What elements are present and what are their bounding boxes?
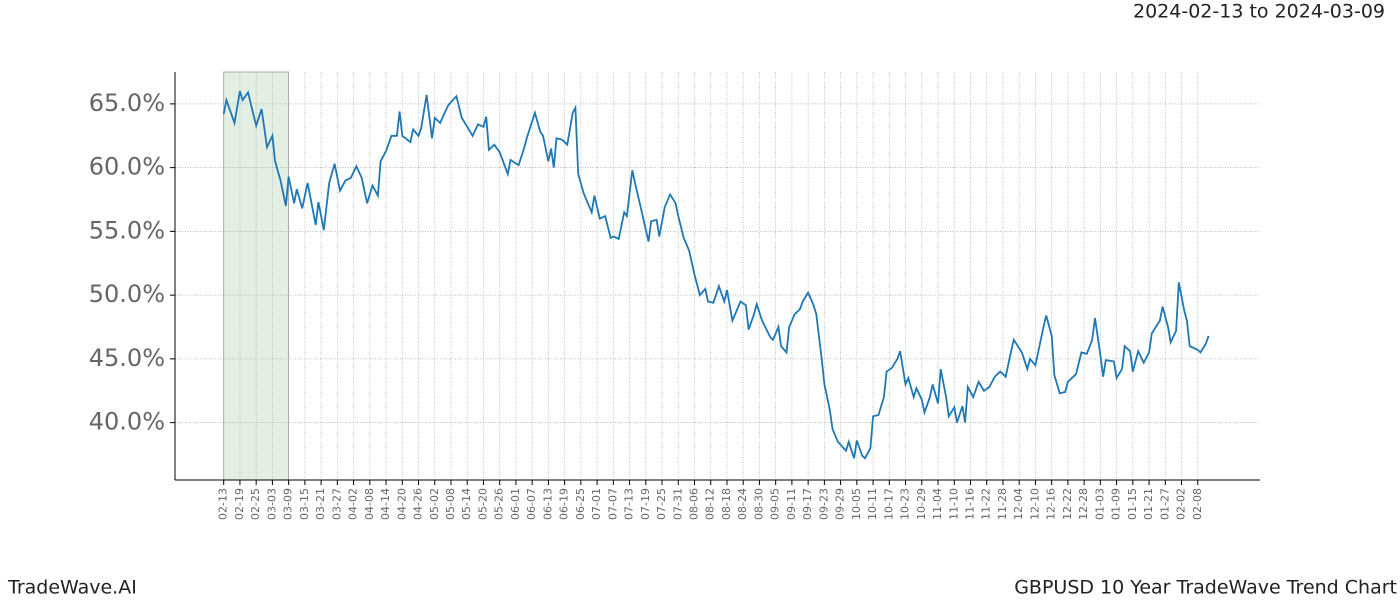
x-tick-label: 11-28 bbox=[996, 488, 1009, 520]
x-tick-label: 04-02 bbox=[347, 488, 360, 520]
x-tick-label: 03-09 bbox=[282, 488, 295, 520]
x-tick-label: 02-08 bbox=[1191, 488, 1204, 520]
x-tick-label: 07-25 bbox=[655, 488, 668, 520]
x-tick-label: 05-08 bbox=[444, 488, 457, 520]
x-tick-label: 09-23 bbox=[817, 488, 830, 520]
x-tick-label: 08-24 bbox=[736, 488, 749, 520]
x-tick-label: 10-05 bbox=[850, 488, 863, 520]
x-tick-label: 05-20 bbox=[476, 488, 489, 520]
x-tick-label: 05-26 bbox=[493, 488, 506, 520]
x-tick-label: 04-26 bbox=[412, 488, 425, 520]
x-tick-label: 02-02 bbox=[1175, 488, 1188, 520]
x-tick-label: 11-10 bbox=[947, 488, 960, 520]
x-tick-label: 09-11 bbox=[785, 488, 798, 520]
x-tick-label: 11-04 bbox=[931, 488, 944, 520]
x-tick-label: 06-01 bbox=[509, 488, 522, 520]
x-tick-label: 07-31 bbox=[671, 488, 684, 520]
brand: TradeWave.AI bbox=[7, 577, 137, 599]
y-tick-label: 55.0% bbox=[89, 216, 165, 244]
x-tick-label: 02-13 bbox=[217, 488, 230, 520]
x-tick-label: 06-13 bbox=[541, 488, 554, 520]
x-tick-label: 10-23 bbox=[899, 488, 912, 520]
y-tick-label: 45.0% bbox=[89, 344, 165, 372]
x-tick-label: 07-13 bbox=[623, 488, 636, 520]
x-tick-label: 06-07 bbox=[525, 488, 538, 520]
x-tick-label: 11-22 bbox=[980, 488, 993, 520]
x-tick-label: 06-25 bbox=[574, 488, 587, 520]
x-tick-label: 04-14 bbox=[379, 488, 392, 520]
x-tick-label: 12-22 bbox=[1061, 488, 1074, 520]
x-tick-label: 04-08 bbox=[363, 488, 376, 520]
y-tick-label: 65.0% bbox=[89, 89, 165, 117]
x-tick-label: 06-19 bbox=[558, 488, 571, 520]
x-tick-label: 03-27 bbox=[330, 488, 343, 520]
range-label: 2024-02-13 to 2024-03-09 bbox=[1133, 1, 1385, 23]
x-tick-label: 07-07 bbox=[606, 488, 619, 520]
x-tick-label: 12-10 bbox=[1028, 488, 1041, 520]
x-tick-label: 05-14 bbox=[460, 488, 473, 520]
x-tick-label: 10-17 bbox=[882, 488, 895, 520]
x-tick-label: 05-02 bbox=[428, 488, 441, 520]
x-tick-label: 03-03 bbox=[265, 488, 278, 520]
x-tick-label: 08-18 bbox=[720, 488, 733, 520]
x-tick-label: 08-06 bbox=[688, 488, 701, 520]
x-tick-label: 04-20 bbox=[395, 488, 408, 520]
x-tick-label: 01-09 bbox=[1110, 488, 1123, 520]
x-tick-label: 08-12 bbox=[704, 488, 717, 520]
y-tick-label: 60.0% bbox=[89, 153, 165, 181]
y-tick-label: 50.0% bbox=[89, 280, 165, 308]
x-tick-label: 08-30 bbox=[752, 488, 765, 520]
x-tick-label: 03-21 bbox=[314, 488, 327, 520]
y-tick-label: 40.0% bbox=[89, 408, 165, 436]
x-tick-label: 10-29 bbox=[915, 488, 928, 520]
chart-title: GBPUSD 10 Year TradeWave Trend Chart bbox=[1014, 577, 1397, 599]
x-tick-label: 01-15 bbox=[1126, 488, 1139, 520]
x-tick-label: 09-29 bbox=[834, 488, 847, 520]
x-tick-label: 10-11 bbox=[866, 488, 879, 520]
x-tick-label: 09-17 bbox=[801, 488, 814, 520]
line bbox=[222, 90, 1210, 460]
x-tick-label: 09-05 bbox=[769, 488, 782, 520]
x-tick-label: 01-03 bbox=[1093, 488, 1106, 520]
x-tick-label: 07-01 bbox=[590, 488, 603, 520]
x-tick-label: 02-25 bbox=[249, 488, 262, 520]
x-tick-label: 12-28 bbox=[1077, 488, 1090, 520]
x-tick-label: 12-16 bbox=[1045, 488, 1058, 520]
x-tick-label: 02-19 bbox=[233, 488, 246, 520]
x-tick-label: 11-16 bbox=[963, 488, 976, 520]
highlight-span bbox=[223, 71, 290, 481]
x-tick-label: 01-27 bbox=[1158, 488, 1171, 520]
x-tick-label: 03-15 bbox=[298, 488, 311, 520]
x-tick-label: 12-04 bbox=[1012, 488, 1025, 520]
x-tick-label: 01-21 bbox=[1142, 488, 1155, 520]
x-tick-label: 07-19 bbox=[639, 488, 652, 520]
